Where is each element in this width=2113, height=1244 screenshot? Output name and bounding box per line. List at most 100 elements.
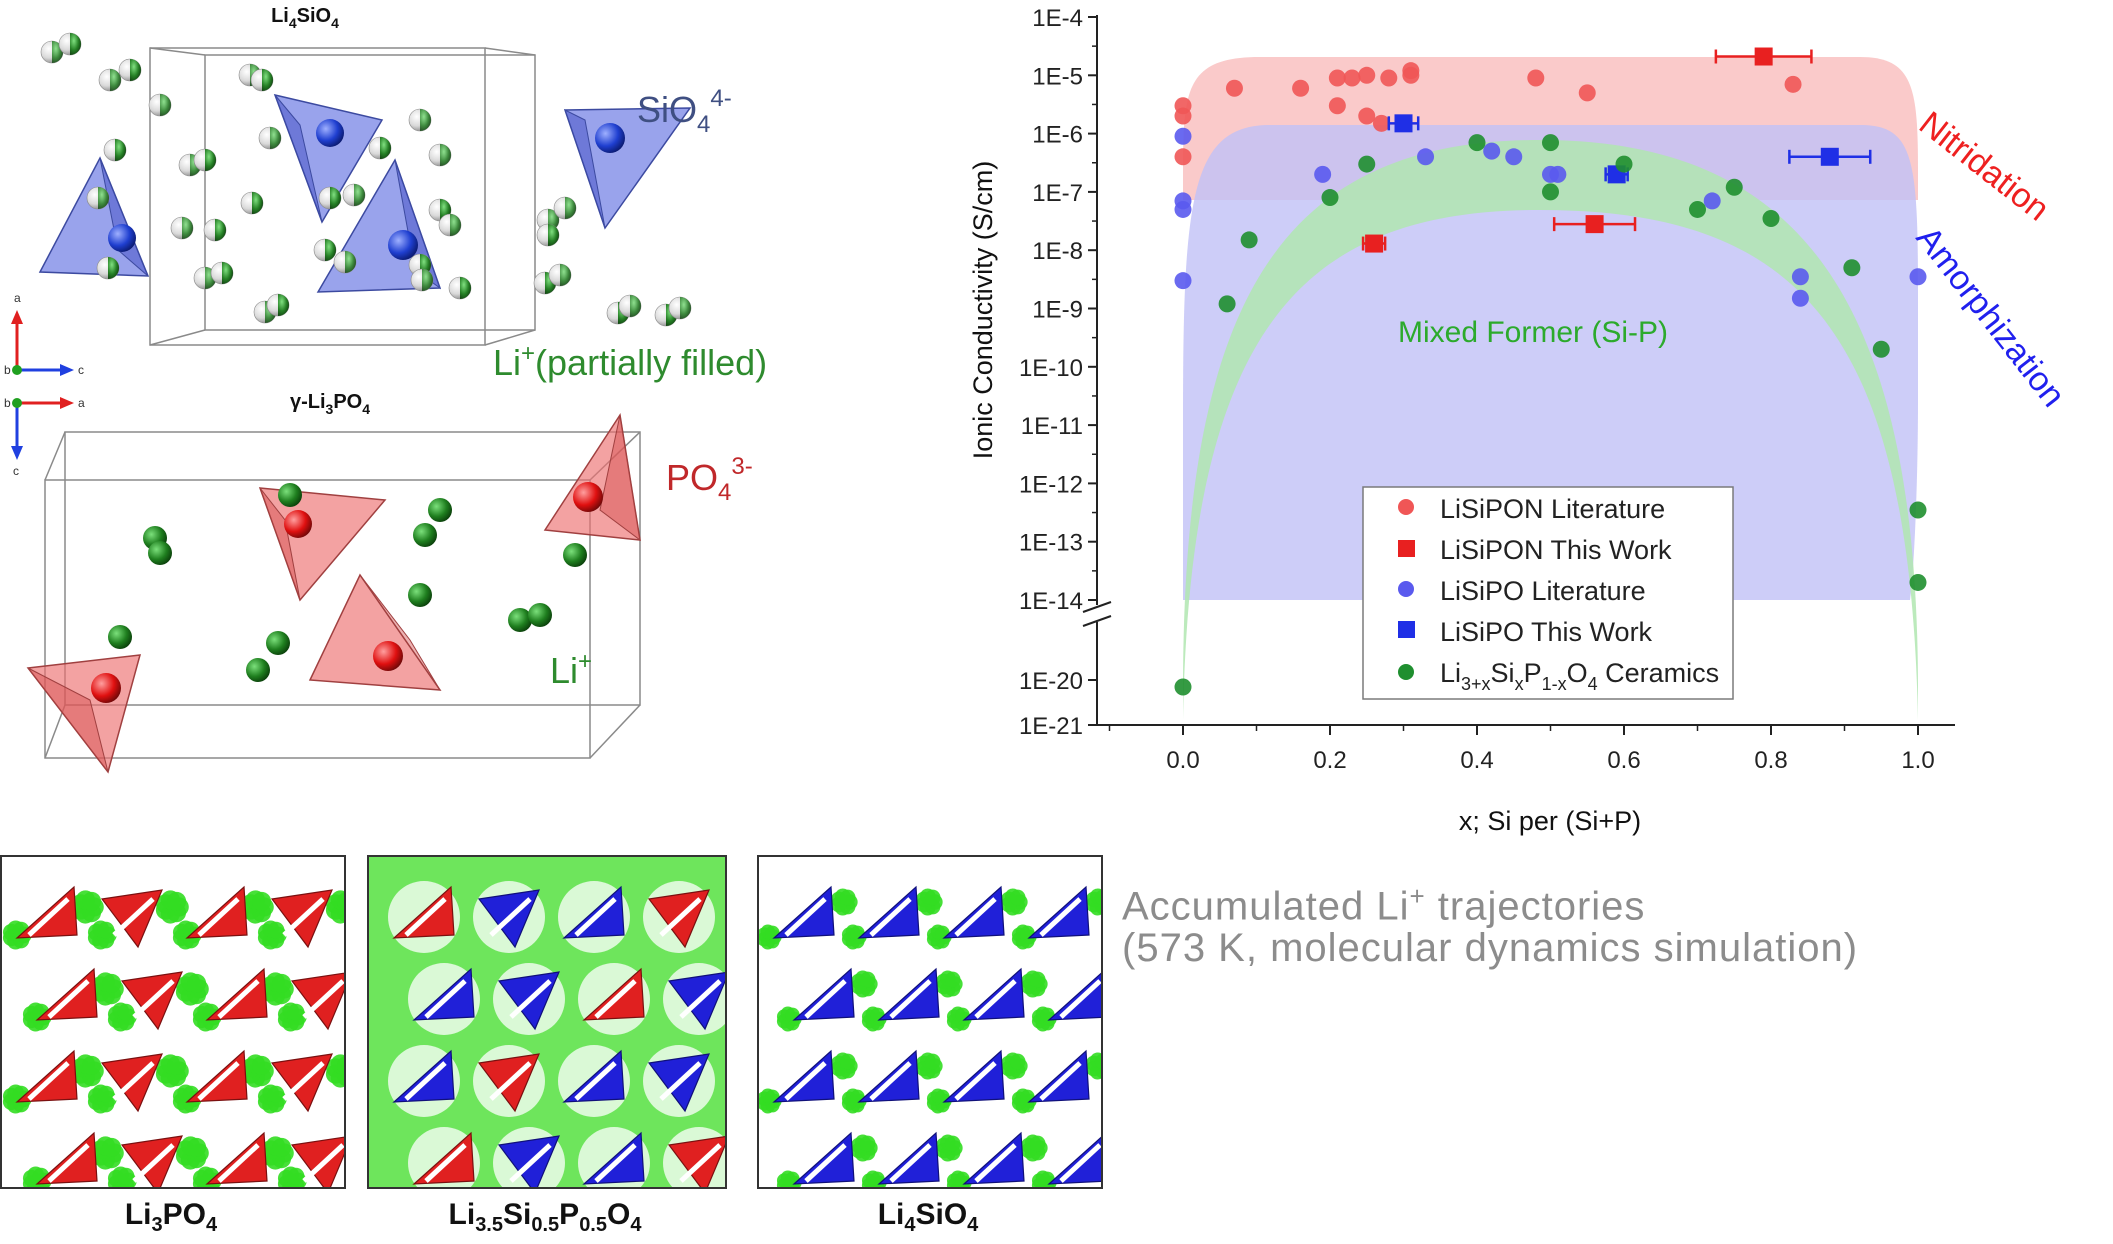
data-point [1725, 178, 1743, 196]
li-partial-atom [668, 296, 692, 320]
data-point [1585, 215, 1604, 234]
x-tick-label: 0.6 [1607, 747, 1640, 774]
data-point [1372, 114, 1390, 132]
md-label-li35: Li3.5Si0.5P0.5O4 [448, 1198, 642, 1236]
md-label-li4sio4: Li4SiO4 [877, 1198, 979, 1236]
legend-marker-lisipo-lit [1398, 581, 1414, 597]
axis-label-b: b [4, 363, 11, 377]
y-tick-label: 1E-20 [1019, 668, 1083, 695]
md-panel-li35 [367, 855, 727, 1189]
legend-marker-ceramics [1398, 664, 1414, 680]
axis-label-c2: c [13, 464, 19, 478]
data-point [1791, 268, 1809, 286]
y-tick-label: 1E-10 [1019, 355, 1083, 382]
legend-label-lisipo-lit: LiSiPO Literature [1440, 576, 1646, 606]
legend-marker-lisipon-work [1398, 540, 1415, 557]
amorphization-label: Amorphization [1909, 220, 2073, 415]
li-partial-atom [342, 183, 366, 207]
x-axis-title: x; Si per (Si+P) [1459, 806, 1641, 836]
li-atom [563, 543, 587, 567]
li-atom [528, 603, 552, 627]
li-partial-atom [118, 58, 142, 82]
y-tick-label: 1E-9 [1032, 297, 1083, 324]
li-partial-atom [428, 143, 452, 167]
data-point [1578, 84, 1596, 102]
data-point [1549, 165, 1567, 183]
li-atom [408, 583, 432, 607]
chart-axes: 1E-4 1E-5 1E-6 1E-7 1E-8 1E-9 1E-10 1E-11 1E-12 1… [1019, 5, 1955, 774]
data-point [1380, 69, 1398, 87]
legend-label-ceramics: Li3+xSixP1-xO4 Ceramics [1440, 658, 1719, 694]
y-tick-label: 1E-14 [1019, 588, 1083, 615]
data-point [1174, 107, 1192, 125]
conductivity-chart: 1E-4 1E-5 1E-6 1E-7 1E-8 1E-9 1E-10 1E-11 1E-12 1… [968, 5, 2073, 836]
data-point [1615, 155, 1633, 173]
data-point [1402, 66, 1420, 84]
data-point [1909, 501, 1927, 519]
data-point [1358, 66, 1376, 84]
y-tick-label: 1E-13 [1019, 530, 1083, 557]
li-full-atoms [108, 483, 587, 682]
legend-label-lisipon-lit: LiSiPON Literature [1440, 494, 1665, 524]
li-partial-atom [618, 294, 642, 318]
axis-label-c: c [78, 363, 84, 377]
data-point [1174, 678, 1192, 696]
li-atom [508, 608, 532, 632]
data-point [1321, 189, 1339, 207]
data-point [1872, 340, 1890, 358]
li-atom [413, 523, 437, 547]
data-point [1542, 183, 1559, 201]
x-tick-label: 1.0 [1901, 747, 1934, 774]
li-atom [108, 625, 132, 649]
data-point [1754, 47, 1773, 66]
data-point [1218, 295, 1236, 313]
li-partial-atom [333, 250, 357, 274]
data-point [1343, 69, 1361, 87]
li3po4-unit-cell [44, 431, 641, 759]
y-tick-label: 1E-5 [1032, 63, 1083, 90]
li-partial-atom [96, 256, 120, 280]
md-label-li3po4: Li3PO4 [124, 1198, 218, 1236]
sio4-label: SiO44- [637, 85, 732, 138]
data-point [1909, 268, 1927, 286]
li-partial-atom [148, 93, 172, 117]
data-point [1328, 69, 1346, 87]
y-tick-label: 1E-12 [1019, 471, 1083, 498]
li-partial-atoms [40, 32, 692, 327]
li-atom [246, 658, 270, 682]
y-tick-label: 1E-8 [1032, 238, 1083, 265]
li-partial-atom [536, 223, 560, 247]
li-partial-atom [258, 126, 282, 150]
data-point [1791, 289, 1809, 307]
y-tick-label: 1E-7 [1032, 180, 1083, 207]
data-point [1820, 147, 1839, 166]
li-partial-atom [266, 293, 290, 317]
data-point [1225, 79, 1243, 97]
data-point [1762, 209, 1780, 227]
data-point [1843, 259, 1861, 277]
data-point [1689, 200, 1706, 218]
md-caption-line2: (573 K, molecular dynamics simulation) [1122, 926, 1859, 970]
axis-label-a2: a [78, 396, 85, 410]
li-partial-atom [203, 218, 227, 242]
li-partial-atom [368, 136, 392, 160]
legend-marker-lisipo-work [1398, 621, 1415, 638]
y-tick-label: 1E-21 [1019, 713, 1083, 740]
x-tick-label: 0.2 [1313, 747, 1346, 774]
data-point [1292, 79, 1310, 97]
legend-label-lisipo-work: LiSiPO This Work [1440, 617, 1653, 647]
li-partial-atom [313, 238, 337, 262]
li-partial-atom [193, 148, 217, 172]
axes-indicator-top: a c b [4, 291, 84, 377]
md-trajectory-li3po4 [2, 885, 344, 1187]
data-point [1542, 134, 1559, 152]
li-partial-atom [86, 186, 110, 210]
data-point [1909, 573, 1927, 591]
data-point [1394, 114, 1413, 133]
chart-points [1174, 47, 1927, 696]
data-point [1358, 155, 1376, 173]
li-partial-atom [408, 108, 432, 132]
data-point [1784, 75, 1802, 93]
data-point [1703, 192, 1721, 210]
legend-label-lisipon-work: LiSiPON This Work [1440, 535, 1672, 565]
